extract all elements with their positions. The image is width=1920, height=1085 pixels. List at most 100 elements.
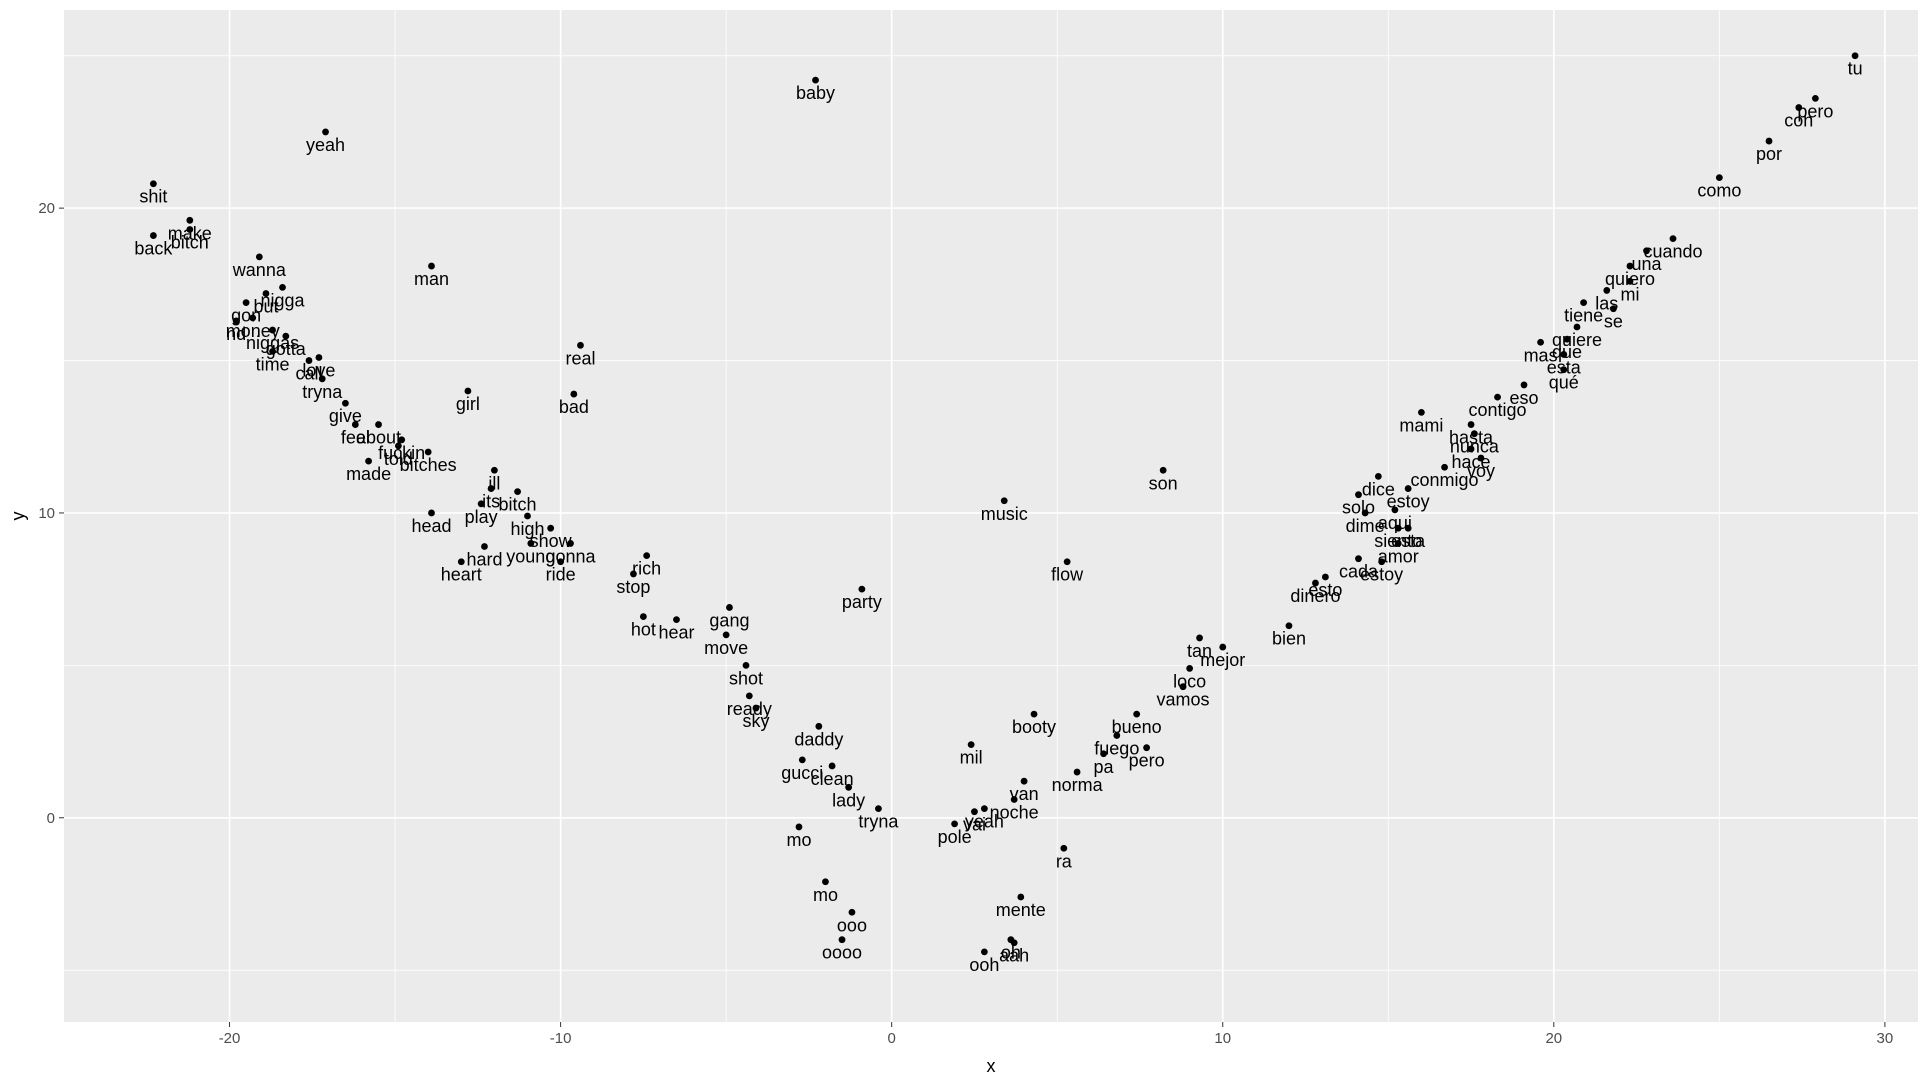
data-point [424,448,432,456]
data-point [282,332,290,340]
data-point [967,741,975,749]
point-label: pero [1797,101,1833,121]
point-label: shot [729,668,763,688]
data-point [186,226,194,233]
data-point [1563,335,1571,343]
data-point [1560,366,1568,374]
data-point [394,442,402,450]
data-point [1441,463,1448,471]
point-label: yeah [965,812,1004,832]
point-label: mente [996,900,1046,920]
point-label: ride [546,565,576,585]
data-point [1477,454,1485,462]
data-point [1017,893,1025,901]
point-label: stop [616,577,650,597]
point-label: bitch [499,495,537,515]
plot-panel [64,10,1918,1022]
point-label: amor [1378,546,1419,566]
data-point [1355,491,1362,499]
data-point [342,399,349,407]
data-point [255,253,263,261]
data-point [1560,351,1568,358]
point-label: told [384,449,413,469]
point-label: ooo [837,915,867,935]
data-points [149,52,1859,956]
point-label: gon [231,306,261,326]
data-point [1133,710,1141,718]
point-label: man [414,269,449,289]
point-label: sky [742,711,769,731]
data-point [490,466,498,474]
point-label: noche [990,802,1039,822]
data-point [1374,472,1382,480]
data-point [1186,665,1194,672]
data-point [1851,52,1859,60]
point-label: son [1149,473,1178,493]
data-point [1626,262,1634,270]
data-point [269,347,276,355]
data-point [1626,277,1634,285]
data-point [577,341,584,349]
data-point [1404,485,1412,492]
point-label: baby [796,83,835,103]
data-point [1179,683,1187,691]
point-label: dice [1362,479,1395,499]
data-point [1795,104,1803,111]
data-point [1073,768,1081,776]
point-label: como [1697,181,1741,201]
x-axis: -20 -10 0 10 20 30 [219,1022,1893,1047]
data-point [745,692,753,700]
y-tick-label: 10 [38,505,55,522]
x-tick-label: -10 [550,1030,572,1047]
data-point [1020,777,1028,785]
point-label: give [329,406,362,426]
point-label: quiere [1552,330,1602,350]
data-point [1143,744,1151,752]
point-label: bitches [400,455,457,475]
point-label: daddy [794,729,843,749]
point-label: ra [1056,851,1073,871]
point-label: love [302,360,335,380]
data-point [1378,558,1386,566]
point-label: loco [1173,671,1206,691]
data-point [1417,408,1425,416]
data-point [570,390,578,398]
data-point [1610,305,1617,313]
data-point [722,631,730,639]
data-point [1467,445,1475,453]
point-label: wanna [232,260,287,280]
point-label: bitch [171,232,209,252]
point-label: estoy [1360,565,1403,585]
point-label: con [1784,111,1813,131]
point-label: party [842,592,882,612]
point-label: feel [341,428,370,448]
data-point [365,457,372,465]
data-point [457,558,465,566]
data-point [726,604,733,611]
point-label: made [346,464,391,484]
data-point [1030,710,1038,718]
x-tick-label: 0 [888,1030,896,1047]
data-point [639,613,647,620]
point-label: pa [1094,757,1115,777]
point-label: tan [1187,641,1212,661]
y-tick-label: 20 [38,200,55,217]
data-point [315,354,323,361]
data-point [464,387,472,395]
data-point [951,820,958,828]
data-point [269,326,276,334]
point-label: booty [1012,717,1056,737]
point-label: money [226,321,280,341]
data-point [1285,622,1293,630]
point-label: shit [139,187,167,207]
data-point [971,808,978,816]
data-point [487,485,495,492]
point-label: mami [1399,415,1443,435]
data-point [149,180,157,188]
point-label: gotta [266,339,307,359]
data-point [375,421,382,428]
data-point [845,783,853,791]
data-point [828,762,836,770]
point-label: dime [1346,516,1385,536]
